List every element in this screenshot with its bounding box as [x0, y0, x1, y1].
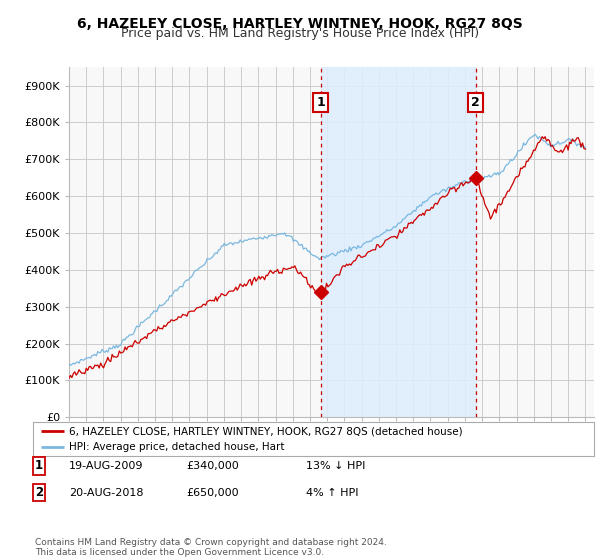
Text: 20-AUG-2018: 20-AUG-2018: [69, 488, 143, 498]
Text: 4% ↑ HPI: 4% ↑ HPI: [306, 488, 359, 498]
Text: Price paid vs. HM Land Registry's House Price Index (HPI): Price paid vs. HM Land Registry's House …: [121, 27, 479, 40]
Text: 2: 2: [472, 96, 480, 109]
Text: 6, HAZELEY CLOSE, HARTLEY WINTNEY, HOOK, RG27 8QS: 6, HAZELEY CLOSE, HARTLEY WINTNEY, HOOK,…: [77, 17, 523, 31]
Bar: [321, 67, 476, 417]
Text: 1: 1: [35, 459, 43, 473]
Text: Contains HM Land Registry data © Crown copyright and database right 2024.
This d: Contains HM Land Registry data © Crown c…: [35, 538, 386, 557]
Text: 6, HAZELEY CLOSE, HARTLEY WINTNEY, HOOK, RG27 8QS (detached house): 6, HAZELEY CLOSE, HARTLEY WINTNEY, HOOK,…: [70, 426, 463, 436]
Text: 1: 1: [316, 96, 325, 109]
Text: 2: 2: [35, 486, 43, 500]
Text: HPI: Average price, detached house, Hart: HPI: Average price, detached house, Hart: [70, 442, 285, 452]
Text: £650,000: £650,000: [186, 488, 239, 498]
Text: £340,000: £340,000: [186, 461, 239, 471]
Text: 13% ↓ HPI: 13% ↓ HPI: [306, 461, 365, 471]
Text: 19-AUG-2009: 19-AUG-2009: [69, 461, 143, 471]
